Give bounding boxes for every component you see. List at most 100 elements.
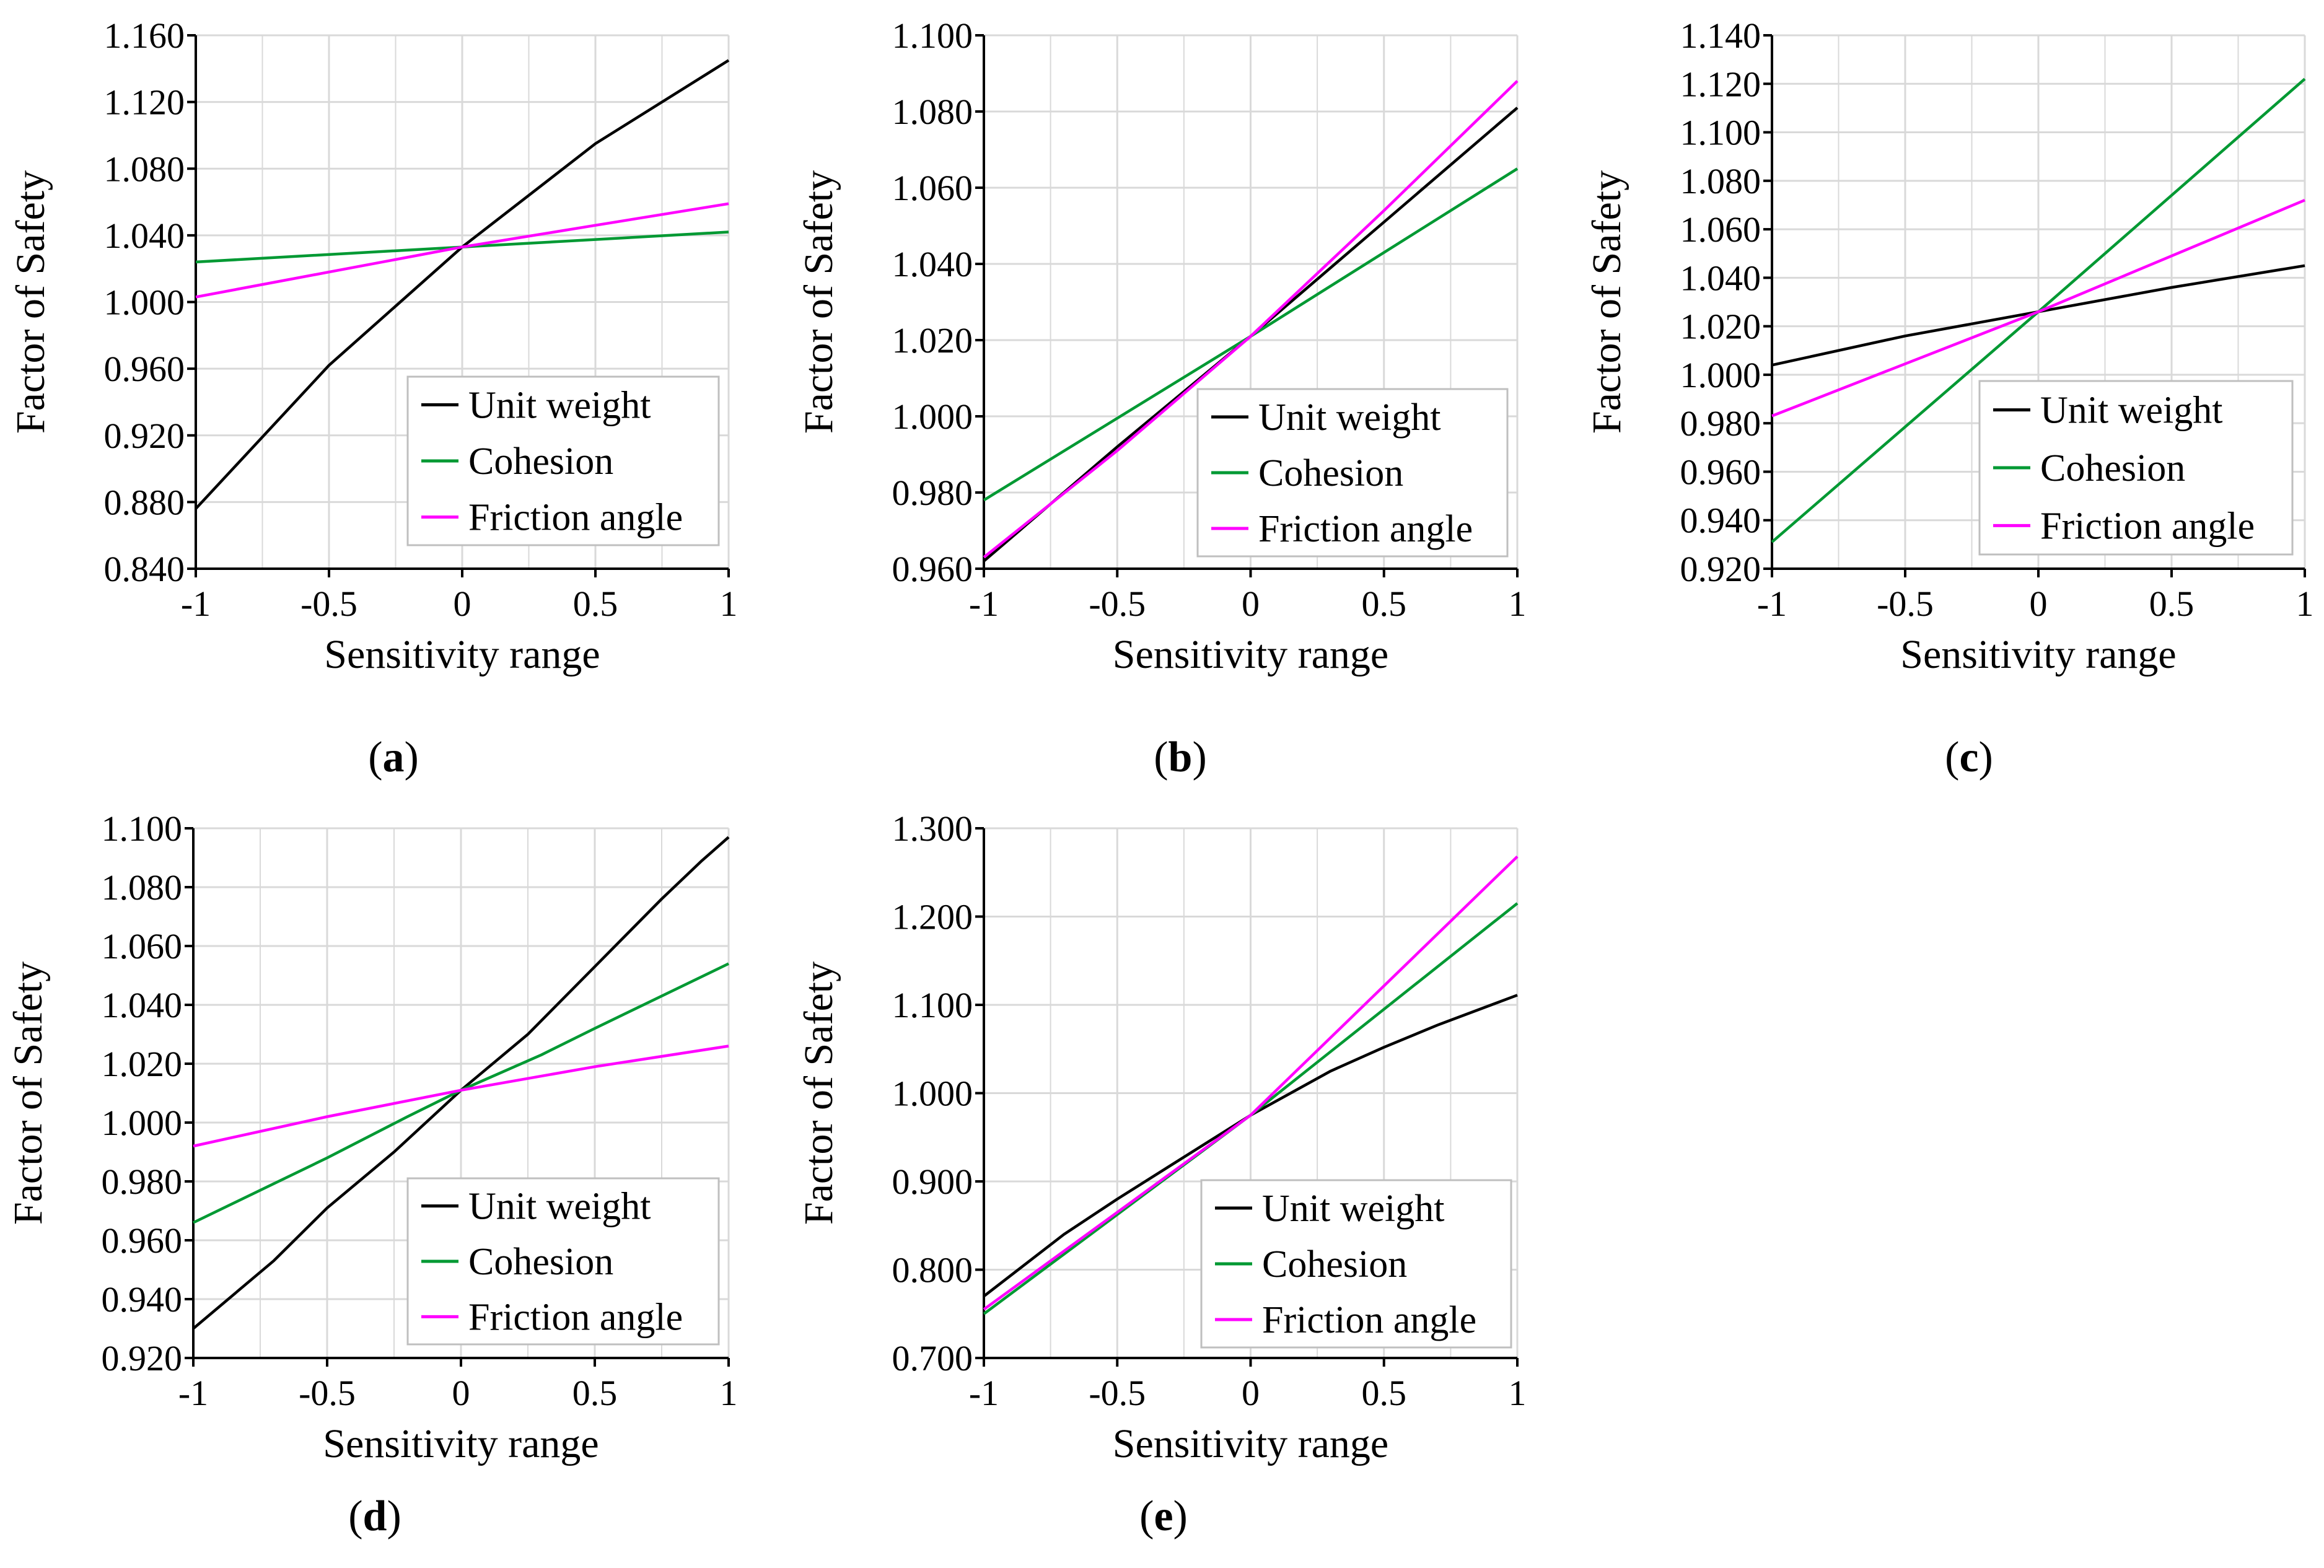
x-tick-label: 0 [452,1373,470,1413]
y-tick-label: 0.980 [1680,403,1761,444]
y-tick-label: 1.000 [892,1074,973,1114]
panel-letter: d [363,1492,387,1540]
y-tick-label: 1.040 [104,216,185,256]
y-tick-label: 0.960 [892,549,973,589]
legend: Unit weight Cohesion Friction angle [1196,388,1509,558]
legend: Unit weight Cohesion Friction angle [406,1177,720,1346]
y-tick-label: 1.300 [892,808,973,849]
x-tick-label: -0.5 [1089,584,1146,624]
y-tick-label: 0.920 [102,1338,183,1378]
y-tick-label: 0.960 [1680,452,1761,492]
y-tick-label: 0.960 [104,349,185,389]
y-tick-label: 1.060 [892,168,973,208]
legend-label: Friction angle [1262,1299,1476,1341]
x-tick-label: 1 [1509,1373,1527,1413]
y-tick-label: 1.080 [1680,161,1761,201]
x-tick-label: 0 [1242,1373,1260,1413]
chart-panel-d: 0.920 0.940 0.960 0.980 1.000 1.020 1.040 1.060… [6,808,738,1540]
y-tick-label: 1.040 [892,244,973,284]
y-tick-label: 1.100 [892,15,973,56]
y-tick-label: 0.880 [104,482,185,522]
legend-label: Unit weight [468,1186,651,1228]
y-tick-label: 0.980 [102,1162,183,1202]
y-tick-label: 0.900 [892,1162,973,1202]
y-tick-label: 1.020 [102,1044,183,1084]
x-tick-label: -1 [1757,584,1787,624]
y-tick-label: 1.080 [892,92,973,132]
x-axis-title: Sensitivity range [1113,632,1388,677]
legend-box [1978,380,2294,556]
y-tick-label: 1.040 [1680,258,1761,298]
y-tick-label: 1.080 [104,149,185,189]
panel-letter: b [1169,734,1193,781]
y-tick-label: 0.940 [102,1279,183,1320]
x-tick-label: 0.5 [572,1373,618,1413]
series-line-unit-weight [192,836,730,1330]
y-axis-title: Factor of Safety [8,170,53,434]
x-tick-label: 1 [1509,584,1527,624]
x-tick-label: 0 [1242,584,1260,624]
series-line-friction-angle [1771,199,2305,418]
x-axis-title: Sensitivity range [1113,1421,1388,1466]
legend-box [1200,1179,1512,1349]
y-tick-label: 1.080 [102,867,183,908]
y-axis-title: Factor of Safety [6,961,51,1225]
y-tick-label: 0.800 [892,1250,973,1290]
x-tick-label: 0 [2030,584,2048,624]
y-tick-label: 1.040 [102,985,183,1025]
y-tick-label: 1.060 [102,926,183,966]
y-axis-title: Factor of Safety [1584,170,1629,434]
y-axis-title: Factor of Safety [796,170,841,434]
legend: Unit weight Cohesion Friction angle [1978,380,2294,556]
x-tick-label: -1 [969,584,999,624]
y-axis-title: Factor of Safety [796,961,841,1225]
panel-label: (d) [348,1492,401,1540]
panel-letter: e [1154,1492,1173,1540]
y-tick-label: 1.020 [892,320,973,361]
x-tick-label: 0.5 [2149,584,2195,624]
legend-label: Friction angle [1258,508,1473,550]
y-tick-label: 0.940 [1680,501,1761,541]
chart-panel-c: 0.920 0.940 0.960 0.980 1.000 1.020 1.040 1.060… [1584,15,2314,781]
y-tick-label: 1.140 [1680,15,1761,56]
y-tick-label: 1.020 [1680,307,1761,347]
x-tick-label: -1 [178,1373,208,1413]
x-tick-label: 0.5 [1362,584,1407,624]
x-tick-label: -0.5 [1877,584,1934,624]
x-tick-label: 0 [454,584,471,624]
y-tick-label: 0.960 [102,1220,183,1261]
x-tick-label: -1 [969,1373,999,1413]
x-tick-label: 1 [720,584,738,624]
y-tick-label: 1.000 [104,283,185,323]
series-line-friction-angle [195,202,729,299]
legend-label: Friction angle [468,1296,683,1338]
y-tick-label: 1.100 [1680,113,1761,153]
y-tick-label: 0.920 [104,416,185,456]
y-tick-label: 0.920 [1680,549,1761,589]
panel-label: (e) [1139,1492,1188,1540]
x-tick-label: 1 [2296,584,2314,624]
legend-label: Unit weight [1258,396,1440,439]
legend-label: Friction angle [2040,505,2255,547]
x-tick-label: 1 [720,1373,738,1413]
x-axis-title: Sensitivity range [324,632,600,677]
y-tick-label: 1.060 [1680,209,1761,250]
series-line-friction-angle [983,855,1519,1311]
x-tick-label: -0.5 [299,1373,356,1413]
legend-box [1196,388,1509,558]
y-tick-label: 0.700 [892,1338,973,1378]
legend: Unit weight Cohesion Friction angle [406,375,720,546]
panel-label: (c) [1945,734,1993,781]
series-line-friction-angle [193,1045,729,1148]
panel-label: (b) [1154,734,1207,781]
x-tick-label: -1 [181,584,211,624]
chart-panel-e: 0.700 0.800 0.900 1.000 1.100 1.200 1.300 -1 -0.… [796,808,1527,1540]
legend-box [406,375,720,546]
legend-label: Cohesion [468,1241,613,1283]
x-axis-title: Sensitivity range [1900,632,2176,677]
y-tick-label: 1.160 [104,15,185,56]
x-tick-label: -0.5 [1089,1373,1146,1413]
y-tick-label: 0.840 [104,549,185,589]
panel-letter: c [1959,734,1978,781]
